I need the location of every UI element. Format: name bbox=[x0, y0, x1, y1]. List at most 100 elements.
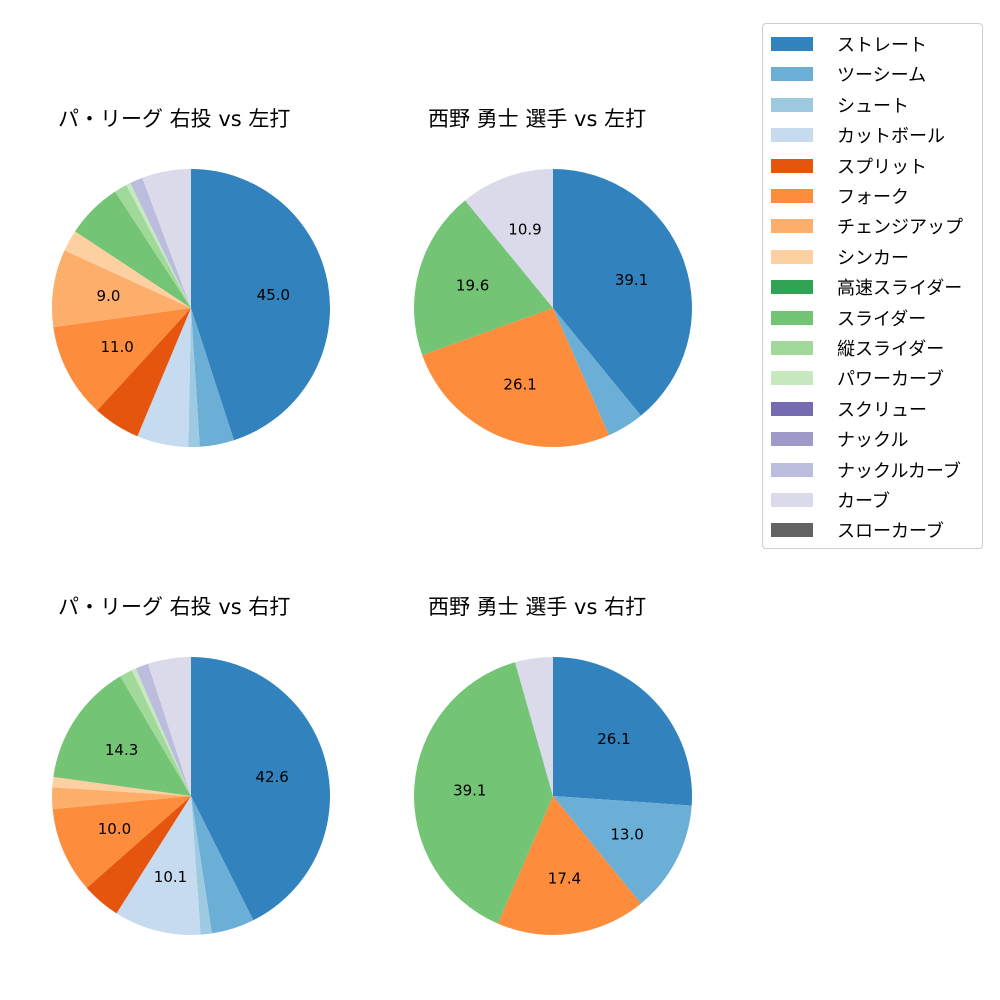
legend-swatch bbox=[771, 128, 813, 143]
pie-0: 45.0 11.0 9.0 bbox=[51, 169, 330, 447]
pie-slice bbox=[51, 787, 191, 810]
legend-item: ストレート bbox=[771, 33, 927, 56]
pie-slice bbox=[131, 668, 191, 796]
legend-label: カットボール bbox=[837, 126, 945, 148]
pie-slice bbox=[64, 231, 191, 308]
pie-slice bbox=[115, 184, 191, 308]
legend-swatch bbox=[771, 341, 813, 355]
pie-slice bbox=[137, 308, 191, 447]
legend-label: シュート bbox=[837, 95, 909, 117]
pie-3: 26.1 13.0 17.4 39.1 bbox=[414, 657, 693, 935]
pie-slice bbox=[191, 169, 330, 441]
legend-item: カットボール bbox=[771, 124, 945, 148]
legend-item: 縦スライダー bbox=[771, 337, 945, 360]
pie-slice bbox=[515, 657, 553, 796]
pie-slice bbox=[52, 796, 192, 888]
legend: ストレートツーシームシュートカットボール スプリットフォークチェンジアップシンカー… bbox=[762, 23, 983, 549]
legend-swatch bbox=[771, 280, 813, 295]
legend-swatch bbox=[771, 371, 813, 386]
pie-slice bbox=[191, 308, 234, 447]
legend-swatch bbox=[771, 249, 813, 264]
pie-slice bbox=[553, 169, 692, 416]
legend-label: ストレート bbox=[837, 35, 927, 56]
legend-item: カーブ bbox=[771, 489, 890, 512]
pie-slice bbox=[53, 676, 191, 796]
pie-slice bbox=[142, 169, 191, 308]
legend-label: スローカーブ bbox=[837, 521, 944, 543]
pie-1: 39.1 26.1 19.6 10.9 bbox=[414, 169, 692, 448]
legend-item: チェンジアップ bbox=[771, 215, 963, 238]
legend-swatch bbox=[771, 67, 813, 82]
legend-item: スライダー bbox=[771, 307, 927, 330]
pie-slice bbox=[465, 169, 553, 308]
legend-label: シンカー bbox=[837, 247, 909, 269]
legend-label: 高速スライダー bbox=[837, 278, 963, 300]
legend-label: パワーカーブ bbox=[837, 369, 944, 391]
legend-label: ナックル bbox=[837, 430, 909, 452]
slice-value-label: 39.1 bbox=[453, 782, 486, 800]
legend-item: ナックル bbox=[771, 428, 909, 452]
slice-value-label: 39.1 bbox=[615, 271, 648, 289]
legend-item: スローカーブ bbox=[771, 519, 944, 543]
legend-swatch bbox=[771, 401, 813, 416]
slice-value-label: 10.0 bbox=[98, 820, 131, 838]
legend-item: シュート bbox=[771, 94, 909, 117]
slice-value-label: 42.6 bbox=[255, 768, 288, 786]
chart-title-nishino-vs-right: 西野 勇士 選手 vs 右打 bbox=[428, 595, 647, 619]
pie-slice bbox=[75, 191, 191, 308]
slice-value-label: 19.6 bbox=[456, 277, 489, 295]
slice-value-label: 11.0 bbox=[100, 338, 133, 356]
pie-slice bbox=[497, 796, 641, 935]
pie-slice bbox=[191, 796, 254, 934]
pie-slice bbox=[553, 796, 692, 904]
legend-item: ナックルカーブ bbox=[771, 459, 961, 482]
pie-slice bbox=[126, 182, 191, 308]
pie-slice bbox=[86, 796, 191, 914]
slice-value-label: 26.1 bbox=[597, 730, 630, 748]
legend-swatch bbox=[771, 158, 813, 173]
legend-item: 高速スライダー bbox=[771, 276, 963, 300]
chart-title-league-vs-left: パ・リーグ 右投 vs 左打 bbox=[58, 107, 291, 131]
slice-value-label: 10.9 bbox=[508, 220, 541, 238]
legend-swatch bbox=[771, 37, 813, 51]
pie-slice bbox=[52, 776, 191, 796]
pie-slice bbox=[120, 670, 191, 796]
pie-slice bbox=[553, 657, 693, 806]
pie-slice bbox=[414, 662, 553, 924]
slice-value-label: 9.0 bbox=[97, 287, 121, 305]
chart-title-nishino-vs-left: 西野 勇士 選手 vs 左打 bbox=[428, 107, 647, 131]
legend-item: シンカー bbox=[771, 246, 909, 269]
legend-swatch bbox=[771, 219, 813, 234]
chart-title-league-vs-right: パ・リーグ 右投 vs 右打 bbox=[58, 595, 291, 619]
slice-value-label: 13.0 bbox=[610, 825, 643, 843]
pie-2: 42.6 10.1 10.0 14.3 bbox=[51, 657, 331, 935]
legend-swatch bbox=[771, 189, 813, 203]
slice-value-label: 26.1 bbox=[503, 376, 536, 394]
pie-slice bbox=[51, 250, 191, 328]
pie-slice bbox=[414, 200, 553, 356]
pie-slice bbox=[188, 308, 200, 447]
pie-slice bbox=[422, 308, 610, 448]
pie-slice bbox=[191, 796, 212, 935]
legend-swatch bbox=[771, 432, 813, 447]
pie-slice bbox=[116, 796, 201, 935]
slice-value-label: 14.3 bbox=[105, 741, 138, 759]
legend-label: スクリュー bbox=[837, 399, 927, 421]
legend-swatch bbox=[771, 310, 813, 325]
pie-slice bbox=[191, 657, 331, 921]
legend-swatch bbox=[771, 97, 813, 112]
legend-item: スプリット bbox=[771, 155, 927, 178]
legend-label: ツーシーム bbox=[837, 65, 927, 87]
legend-swatch bbox=[771, 523, 813, 538]
legend-label: ナックルカーブ bbox=[837, 460, 961, 482]
legend-item: パワーカーブ bbox=[771, 367, 944, 391]
legend-label: カーブ bbox=[837, 491, 890, 512]
pie-slice bbox=[135, 663, 191, 796]
legend-label: スライダー bbox=[837, 308, 927, 330]
legend-item: フォーク bbox=[771, 185, 909, 208]
legend-item: スクリュー bbox=[771, 398, 927, 421]
legend-label: スプリット bbox=[837, 156, 927, 178]
pie-slice bbox=[553, 308, 641, 436]
legend-label: 縦スライダー bbox=[837, 339, 945, 360]
